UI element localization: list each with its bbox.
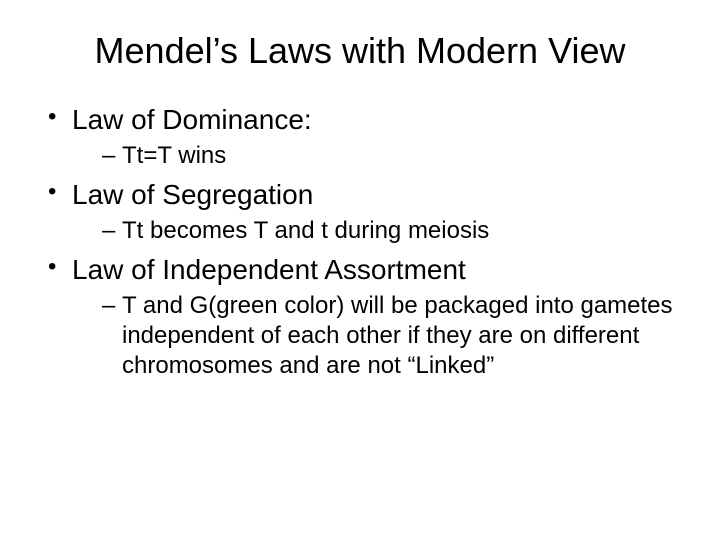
bullet-text: Law of Independent Assortment bbox=[72, 254, 466, 285]
sub-bullet-text: T and G(green color) will be packaged in… bbox=[122, 292, 673, 379]
slide-title: Mendel’s Laws with Modern View bbox=[30, 30, 690, 72]
bullet-text: Law of Dominance: bbox=[72, 104, 312, 135]
sub-bullet-item: T and G(green color) will be packaged in… bbox=[102, 291, 690, 381]
sub-bullet-list: Tt=T wins bbox=[72, 141, 690, 171]
presentation-slide: Mendel’s Laws with Modern View Law of Do… bbox=[0, 0, 720, 540]
sub-bullet-item: Tt=T wins bbox=[102, 141, 690, 171]
sub-bullet-text: Tt becomes T and t during meiosis bbox=[122, 217, 489, 244]
sub-bullet-list: T and G(green color) will be packaged in… bbox=[72, 291, 690, 381]
sub-bullet-text: Tt=T wins bbox=[122, 142, 226, 169]
bullet-item: Law of Independent Assortment T and G(gr… bbox=[48, 252, 690, 381]
sub-bullet-item: Tt becomes T and t during meiosis bbox=[102, 216, 690, 246]
bullet-text: Law of Segregation bbox=[72, 179, 313, 210]
sub-bullet-list: Tt becomes T and t during meiosis bbox=[72, 216, 690, 246]
bullet-list: Law of Dominance: Tt=T wins Law of Segre… bbox=[30, 102, 690, 381]
bullet-item: Law of Segregation Tt becomes T and t du… bbox=[48, 177, 690, 246]
bullet-item: Law of Dominance: Tt=T wins bbox=[48, 102, 690, 171]
